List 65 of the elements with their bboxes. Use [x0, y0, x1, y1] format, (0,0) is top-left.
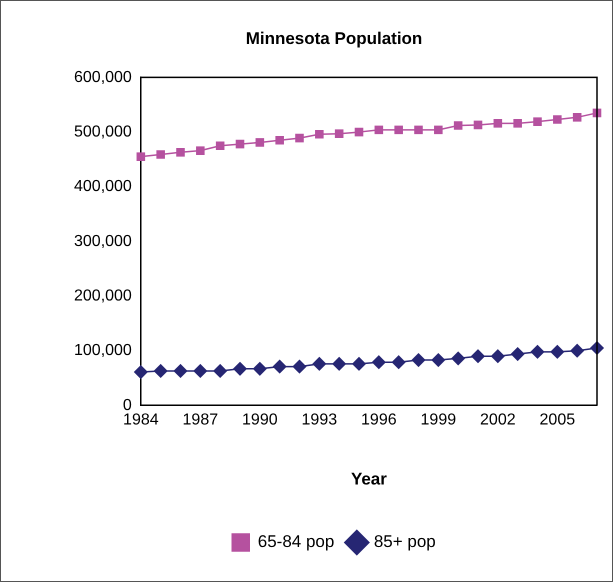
x-tick-label: 2002 — [480, 411, 516, 428]
point — [136, 152, 146, 161]
y-tick-label: 600,000 — [74, 68, 132, 86]
point — [572, 113, 582, 122]
point — [156, 150, 165, 159]
x-tick-label: 1999 — [420, 411, 456, 428]
point — [196, 146, 205, 155]
point — [312, 357, 326, 371]
point — [275, 136, 284, 145]
point — [292, 360, 306, 374]
point — [394, 126, 403, 134]
point — [474, 120, 482, 130]
y-tick-label: 300,000 — [74, 232, 132, 250]
point — [372, 355, 386, 369]
point — [352, 357, 366, 371]
point — [295, 134, 304, 142]
point — [374, 126, 384, 134]
x-tick-label: 1987 — [182, 411, 218, 428]
point — [451, 352, 465, 366]
x-tick-label: 1996 — [361, 411, 397, 428]
point — [392, 355, 406, 369]
y-tick-label: 500,000 — [74, 123, 132, 140]
point — [432, 353, 446, 367]
y-tick-label: 200,000 — [74, 287, 132, 304]
x-tick-label: 2005 — [540, 411, 576, 428]
point — [454, 121, 462, 130]
point — [513, 119, 522, 128]
point — [256, 138, 264, 147]
point — [434, 126, 443, 134]
chart-title: Minnesota Population — [246, 28, 422, 48]
point — [412, 353, 426, 367]
point — [134, 365, 148, 379]
point — [332, 357, 346, 371]
x-axis-title: Year — [350, 469, 388, 488]
point — [213, 364, 227, 378]
y-tick-label: 400,000 — [74, 178, 132, 196]
point — [533, 117, 542, 126]
point — [550, 345, 564, 359]
point — [253, 362, 267, 376]
point — [236, 140, 244, 148]
x-tick-label: 1984 — [123, 411, 159, 428]
x-tick-label: 1990 — [242, 411, 278, 428]
point — [154, 364, 168, 378]
point — [530, 345, 544, 359]
point — [174, 364, 188, 378]
point — [176, 148, 185, 157]
point — [414, 126, 423, 134]
x-tick-label: 1993 — [302, 411, 338, 428]
point — [494, 119, 502, 128]
point — [553, 115, 562, 124]
legend-label: 85+ pop — [374, 532, 436, 552]
point — [471, 349, 485, 363]
point — [570, 344, 584, 358]
point — [510, 347, 524, 361]
point — [272, 360, 286, 374]
y-tick-label: 100,000 — [74, 342, 132, 360]
y-tick-label: 0 — [122, 396, 132, 414]
point — [315, 130, 324, 139]
point — [354, 128, 364, 136]
point — [334, 129, 344, 138]
point — [194, 364, 208, 378]
legend-label: 65-84 pop — [258, 532, 334, 552]
point — [233, 362, 247, 376]
point — [216, 141, 224, 150]
point — [491, 349, 505, 363]
